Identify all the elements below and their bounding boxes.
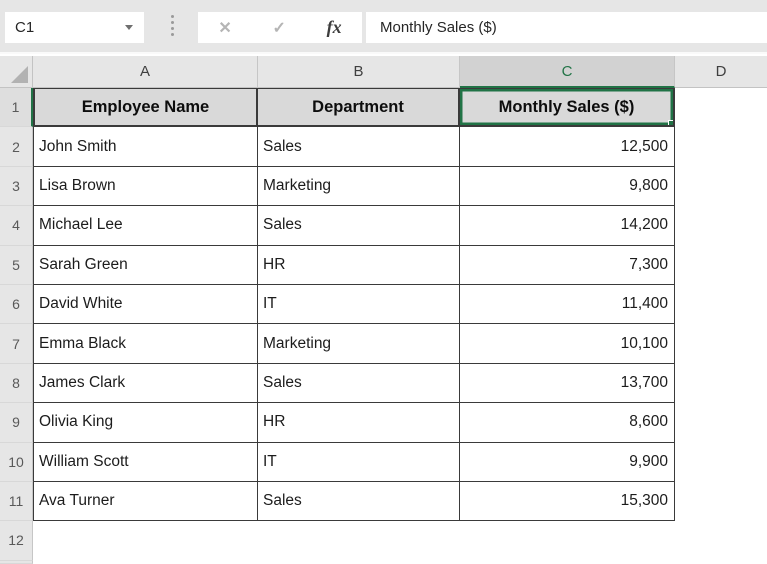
cell-a1[interactable]: Employee Name [33, 88, 258, 127]
cell-c8[interactable]: 13,700 [460, 364, 675, 403]
cell-b4[interactable]: Sales [258, 206, 460, 245]
cell-b1[interactable]: Department [258, 88, 460, 127]
cell-c3[interactable]: 9,800 [460, 167, 675, 206]
row-header-11[interactable]: 11 [0, 482, 33, 521]
cell-c2[interactable]: 12,500 [460, 127, 675, 166]
cell-a3[interactable]: Lisa Brown [33, 167, 258, 206]
select-all-triangle-icon [11, 66, 28, 83]
formula-text: Monthly Sales ($) [366, 19, 497, 36]
cell-b11[interactable]: Sales [258, 482, 460, 521]
cell-a8[interactable]: James Clark [33, 364, 258, 403]
table-row: 7 Emma Black Marketing 10,100 [0, 324, 767, 363]
row-header-2[interactable]: 2 [0, 127, 33, 166]
row-header-1[interactable]: 1 [0, 88, 33, 127]
name-box-dropdown-icon[interactable] [125, 25, 133, 30]
column-header-a[interactable]: A [33, 56, 258, 88]
table-row: 3 Lisa Brown Marketing 9,800 [0, 167, 767, 206]
row-header-4[interactable]: 4 [0, 206, 33, 245]
row-header-5[interactable]: 5 [0, 246, 33, 285]
table-row: 6 David White IT 11,400 [0, 285, 767, 324]
worksheet-grid: 1 Employee Name Department Monthly Sales… [0, 88, 767, 564]
empty-row: 12 [0, 521, 767, 560]
cell-c7[interactable]: 10,100 [460, 324, 675, 363]
cell-a2[interactable]: John Smith [33, 127, 258, 166]
cell-c1-text: Monthly Sales ($) [499, 98, 635, 117]
excel-window: C1 ✕ ✓ fx Monthly Sales ($) A B C D 1 Em… [0, 0, 767, 564]
cell-a7[interactable]: Emma Black [33, 324, 258, 363]
table-row: 2 John Smith Sales 12,500 [0, 127, 767, 166]
cell-c9[interactable]: 8,600 [460, 403, 675, 442]
cell-a4[interactable]: Michael Lee [33, 206, 258, 245]
cell-c6[interactable]: 11,400 [460, 285, 675, 324]
cell-b8[interactable]: Sales [258, 364, 460, 403]
cell-b3[interactable]: Marketing [258, 167, 460, 206]
column-header-row: A B C D [0, 56, 767, 88]
cell-b10[interactable]: IT [258, 443, 460, 482]
row-header-7[interactable]: 7 [0, 324, 33, 363]
cell-c11[interactable]: 15,300 [460, 482, 675, 521]
row-header-8[interactable]: 8 [0, 364, 33, 403]
column-header-c[interactable]: C [460, 56, 675, 88]
formula-buttons-group: ✕ ✓ fx [198, 12, 362, 43]
cancel-icon[interactable]: ✕ [218, 18, 231, 38]
formula-bar-strip: C1 ✕ ✓ fx Monthly Sales ($) [0, 0, 767, 54]
row-header-3[interactable]: 3 [0, 167, 33, 206]
cell-c10[interactable]: 9,900 [460, 443, 675, 482]
column-header-d[interactable]: D [675, 56, 767, 88]
select-all-button[interactable] [0, 56, 33, 88]
cell-a9[interactable]: Olivia King [33, 403, 258, 442]
cell-b6[interactable]: IT [258, 285, 460, 324]
cell-b7[interactable]: Marketing [258, 324, 460, 363]
formula-bar-input[interactable]: Monthly Sales ($) [366, 12, 767, 43]
cell-a10[interactable]: William Scott [33, 443, 258, 482]
table-row: 5 Sarah Green HR 7,300 [0, 246, 767, 285]
column-header-b[interactable]: B [258, 56, 460, 88]
table-row: 9 Olivia King HR 8,600 [0, 403, 767, 442]
fill-handle[interactable] [668, 120, 675, 127]
row-header-6[interactable]: 6 [0, 285, 33, 324]
cell-b5[interactable]: HR [258, 246, 460, 285]
separator-dots-icon [171, 15, 174, 36]
enter-icon[interactable]: ✓ [272, 18, 285, 38]
row-header-9[interactable]: 9 [0, 403, 33, 442]
cell-b2[interactable]: Sales [258, 127, 460, 166]
cell-c5[interactable]: 7,300 [460, 246, 675, 285]
table-row: 11 Ava Turner Sales 15,300 [0, 482, 767, 521]
cell-a5[interactable]: Sarah Green [33, 246, 258, 285]
cell-a11[interactable]: Ava Turner [33, 482, 258, 521]
table-header-row: 1 Employee Name Department Monthly Sales… [0, 88, 767, 127]
name-box-value: C1 [5, 19, 125, 36]
insert-function-icon[interactable]: fx [327, 17, 342, 38]
table-row: 8 James Clark Sales 13,700 [0, 364, 767, 403]
row-header-13-partial[interactable] [0, 561, 33, 564]
row-header-10[interactable]: 10 [0, 443, 33, 482]
table-row: 10 William Scott IT 9,900 [0, 443, 767, 482]
name-box[interactable]: C1 [5, 12, 144, 43]
cell-c1-selected[interactable]: Monthly Sales ($) [460, 88, 675, 127]
cell-c4[interactable]: 14,200 [460, 206, 675, 245]
partial-row [0, 561, 767, 564]
cell-a6[interactable]: David White [33, 285, 258, 324]
cell-b9[interactable]: HR [258, 403, 460, 442]
table-row: 4 Michael Lee Sales 14,200 [0, 206, 767, 245]
row-header-12[interactable]: 12 [0, 521, 33, 560]
